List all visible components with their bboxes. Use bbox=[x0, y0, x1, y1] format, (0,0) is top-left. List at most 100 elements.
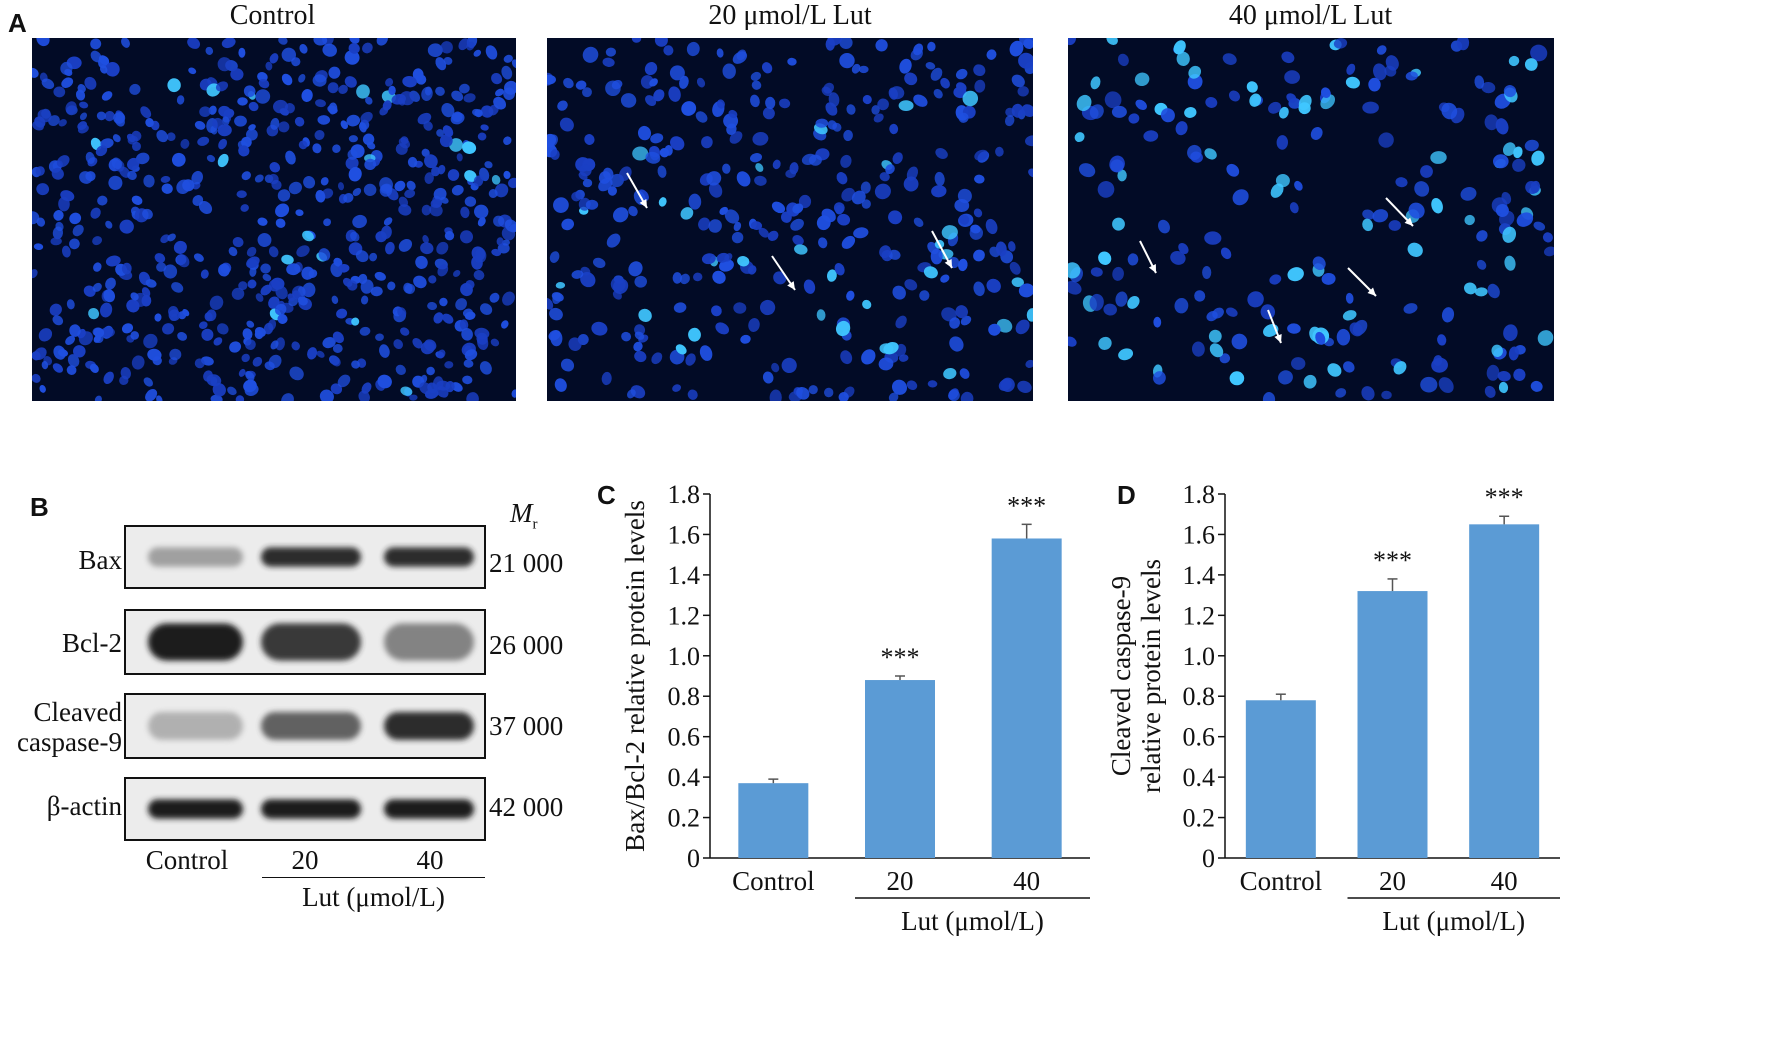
nucleus bbox=[135, 152, 150, 165]
nucleus bbox=[1219, 353, 1231, 364]
y-tick-label: 1.8 bbox=[668, 480, 701, 509]
nucleus bbox=[37, 109, 52, 123]
nucleus bbox=[956, 82, 967, 92]
nucleus bbox=[634, 275, 647, 288]
nucleus bbox=[974, 149, 989, 161]
nucleus bbox=[49, 303, 62, 316]
nucleus bbox=[415, 74, 427, 85]
nucleus bbox=[477, 132, 487, 141]
nucleus bbox=[439, 297, 448, 307]
nucleus bbox=[223, 108, 235, 119]
nucleus bbox=[241, 353, 250, 363]
nucleus bbox=[313, 38, 328, 46]
nucleus bbox=[194, 120, 206, 130]
apoptotic-nucleus bbox=[1026, 308, 1033, 322]
nucleus bbox=[229, 341, 242, 353]
blot-caspase9-bands bbox=[148, 712, 474, 740]
nuclei-group bbox=[1068, 38, 1554, 401]
apoptotic-nucleus bbox=[1393, 361, 1407, 375]
nucleus bbox=[294, 116, 305, 127]
apoptotic-nucleus bbox=[1090, 76, 1101, 90]
nucleus bbox=[851, 190, 866, 205]
nucleus bbox=[621, 331, 632, 342]
nucleus bbox=[369, 252, 378, 262]
nucleus bbox=[260, 263, 271, 274]
nucleus bbox=[169, 348, 182, 361]
nucleus bbox=[888, 392, 899, 401]
nucleus bbox=[437, 349, 446, 359]
nucleus bbox=[193, 253, 204, 262]
nucleus bbox=[243, 379, 257, 393]
nucleus bbox=[606, 233, 621, 248]
nucleus bbox=[275, 303, 287, 316]
nucleus bbox=[1368, 77, 1381, 92]
nucleus bbox=[724, 209, 740, 224]
nucleus bbox=[333, 257, 343, 267]
nucleus bbox=[187, 38, 201, 49]
nucleus bbox=[554, 378, 567, 392]
nucleus bbox=[112, 134, 121, 143]
nucleus bbox=[93, 334, 101, 343]
nucleus bbox=[439, 134, 453, 148]
apoptotic-nucleus bbox=[462, 141, 477, 154]
nucleus bbox=[650, 133, 664, 144]
apoptotic-nucleus bbox=[400, 386, 413, 396]
nucleus bbox=[459, 319, 469, 331]
nucleus bbox=[344, 76, 357, 88]
nucleus bbox=[846, 290, 855, 301]
nucleus bbox=[1135, 99, 1147, 110]
nucleus bbox=[931, 185, 947, 198]
nucleus bbox=[198, 200, 213, 215]
nucleus bbox=[359, 122, 367, 133]
nucleus bbox=[413, 275, 427, 289]
nucleus bbox=[1015, 319, 1030, 335]
nucleus bbox=[1405, 71, 1418, 81]
nucleus bbox=[973, 281, 985, 297]
nucleus bbox=[327, 105, 338, 114]
nucleus bbox=[580, 272, 596, 288]
nucleus bbox=[399, 91, 415, 106]
nucleus bbox=[1333, 38, 1348, 49]
nucleus bbox=[288, 181, 302, 195]
nucleus bbox=[41, 78, 55, 90]
nucleus bbox=[651, 352, 663, 365]
nucleus bbox=[1388, 220, 1401, 231]
nucleus bbox=[380, 183, 393, 194]
apoptotic-nucleus bbox=[1502, 142, 1516, 156]
nucleus bbox=[218, 138, 228, 150]
nucleus bbox=[1484, 385, 1496, 398]
nucleus bbox=[152, 356, 162, 366]
nucleus bbox=[427, 301, 438, 311]
nucleus bbox=[473, 270, 485, 281]
nucleus bbox=[986, 278, 1001, 293]
nucleus bbox=[464, 349, 478, 361]
nucleus bbox=[180, 138, 190, 149]
apoptotic-nucleus bbox=[675, 344, 687, 355]
nucleus bbox=[203, 370, 213, 382]
nucleus bbox=[582, 178, 593, 188]
nucleus bbox=[549, 307, 563, 321]
nucleus bbox=[131, 355, 145, 370]
nucleus bbox=[458, 38, 470, 51]
nucleus bbox=[957, 258, 968, 272]
nucleus bbox=[317, 115, 331, 125]
nucleus bbox=[474, 204, 489, 219]
nucleus bbox=[265, 61, 273, 71]
nucleus bbox=[575, 80, 587, 90]
x-tick-label: Control bbox=[732, 866, 815, 896]
y-axis-label: Cleaved caspase-9 bbox=[1106, 576, 1136, 776]
apoptotic-nucleus bbox=[1464, 214, 1475, 226]
blot-band bbox=[384, 799, 474, 819]
nucleus bbox=[874, 183, 891, 200]
nucleus bbox=[1516, 212, 1534, 227]
nucleus bbox=[485, 45, 498, 60]
y-tick-label: 0 bbox=[1202, 844, 1215, 873]
apoptotic-nucleus bbox=[1076, 94, 1092, 112]
nucleus bbox=[167, 233, 176, 242]
apoptotic-nucleus bbox=[1229, 371, 1245, 386]
nucleus bbox=[365, 96, 373, 105]
blot-group-line bbox=[262, 877, 485, 878]
nucleus bbox=[245, 371, 255, 381]
nucleus bbox=[108, 175, 123, 190]
nucleus bbox=[607, 186, 618, 196]
